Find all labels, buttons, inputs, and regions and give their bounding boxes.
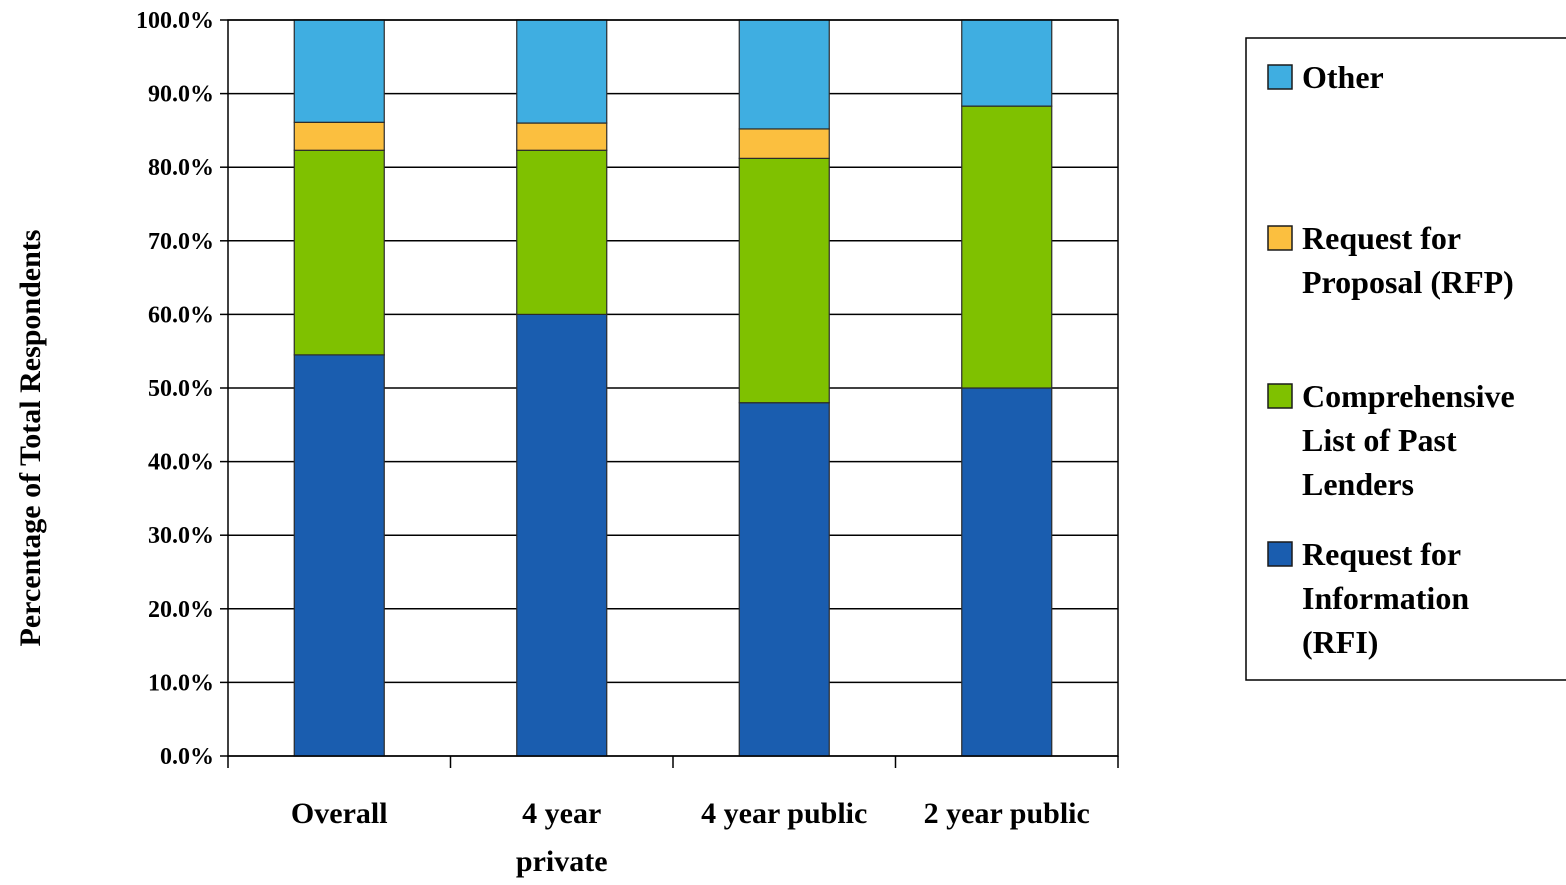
- labels-layer: 0.0% 10.0% 20.0% 30.0% 40.0% 50.0% 60.0% 70.0% 8…: [14, 8, 1090, 878]
- y-tick-label: 100.0%: [136, 8, 214, 34]
- legend-box: [1245, 37, 1566, 681]
- axes-layer: [220, 19, 1119, 768]
- legend-swatch: [1267, 225, 1293, 251]
- bar-segment: [293, 19, 385, 123]
- y-tick-label: 70.0%: [148, 229, 214, 255]
- legend-swatch: [1267, 383, 1293, 409]
- legend-label: Request for: [1302, 220, 1461, 256]
- y-tick-label: 10.0%: [148, 670, 214, 696]
- x-category-label: private: [516, 845, 608, 878]
- legend-label: Lenders: [1302, 466, 1414, 502]
- legend-label: Request for: [1302, 536, 1461, 572]
- bar-segment: [516, 149, 608, 316]
- bar-segment: [516, 313, 608, 757]
- bar-segment: [293, 121, 385, 151]
- bar-segment: [516, 122, 608, 151]
- legend-swatch: [1267, 64, 1293, 90]
- bar-segment: [516, 19, 608, 124]
- bar-segment: [738, 157, 830, 404]
- y-tick-label: 80.0%: [148, 155, 214, 181]
- legend-label: Information: [1302, 580, 1469, 616]
- legend-swatch: [1267, 541, 1293, 567]
- x-category-label: 4 year: [522, 797, 601, 830]
- legend-label: List of Past: [1302, 422, 1457, 458]
- bars-layer: [293, 19, 1053, 757]
- legend-label: (RFI): [1302, 624, 1378, 660]
- bar-segment: [293, 149, 385, 356]
- y-tick-label: 30.0%: [148, 523, 214, 549]
- legend-label: Proposal (RFP): [1302, 264, 1514, 300]
- y-tick-label: 90.0%: [148, 82, 214, 108]
- bar-segment: [293, 354, 385, 757]
- y-tick-label: 50.0%: [148, 376, 214, 402]
- y-tick-label: 20.0%: [148, 597, 214, 623]
- legend-label: Comprehensive: [1302, 378, 1515, 414]
- legend: Other Request for Proposal (RFP) Comprehens…: [1245, 37, 1566, 681]
- y-axis-label: Percentage of Total Respondents: [14, 230, 47, 647]
- y-tick-label: 40.0%: [148, 450, 214, 476]
- bar-segment: [738, 128, 830, 159]
- y-tick-label: 60.0%: [148, 302, 214, 328]
- bar-segment: [961, 387, 1053, 757]
- x-category-label: 4 year public: [701, 797, 867, 830]
- bar-segment: [738, 19, 830, 130]
- bar-segment: [961, 105, 1053, 389]
- x-category-label: 2 year public: [924, 797, 1090, 830]
- bar-segment: [961, 19, 1053, 107]
- legend-label: Other: [1302, 59, 1384, 95]
- bar-segment: [738, 402, 830, 757]
- x-category-label: Overall: [291, 797, 388, 830]
- y-tick-label: 0.0%: [160, 744, 214, 770]
